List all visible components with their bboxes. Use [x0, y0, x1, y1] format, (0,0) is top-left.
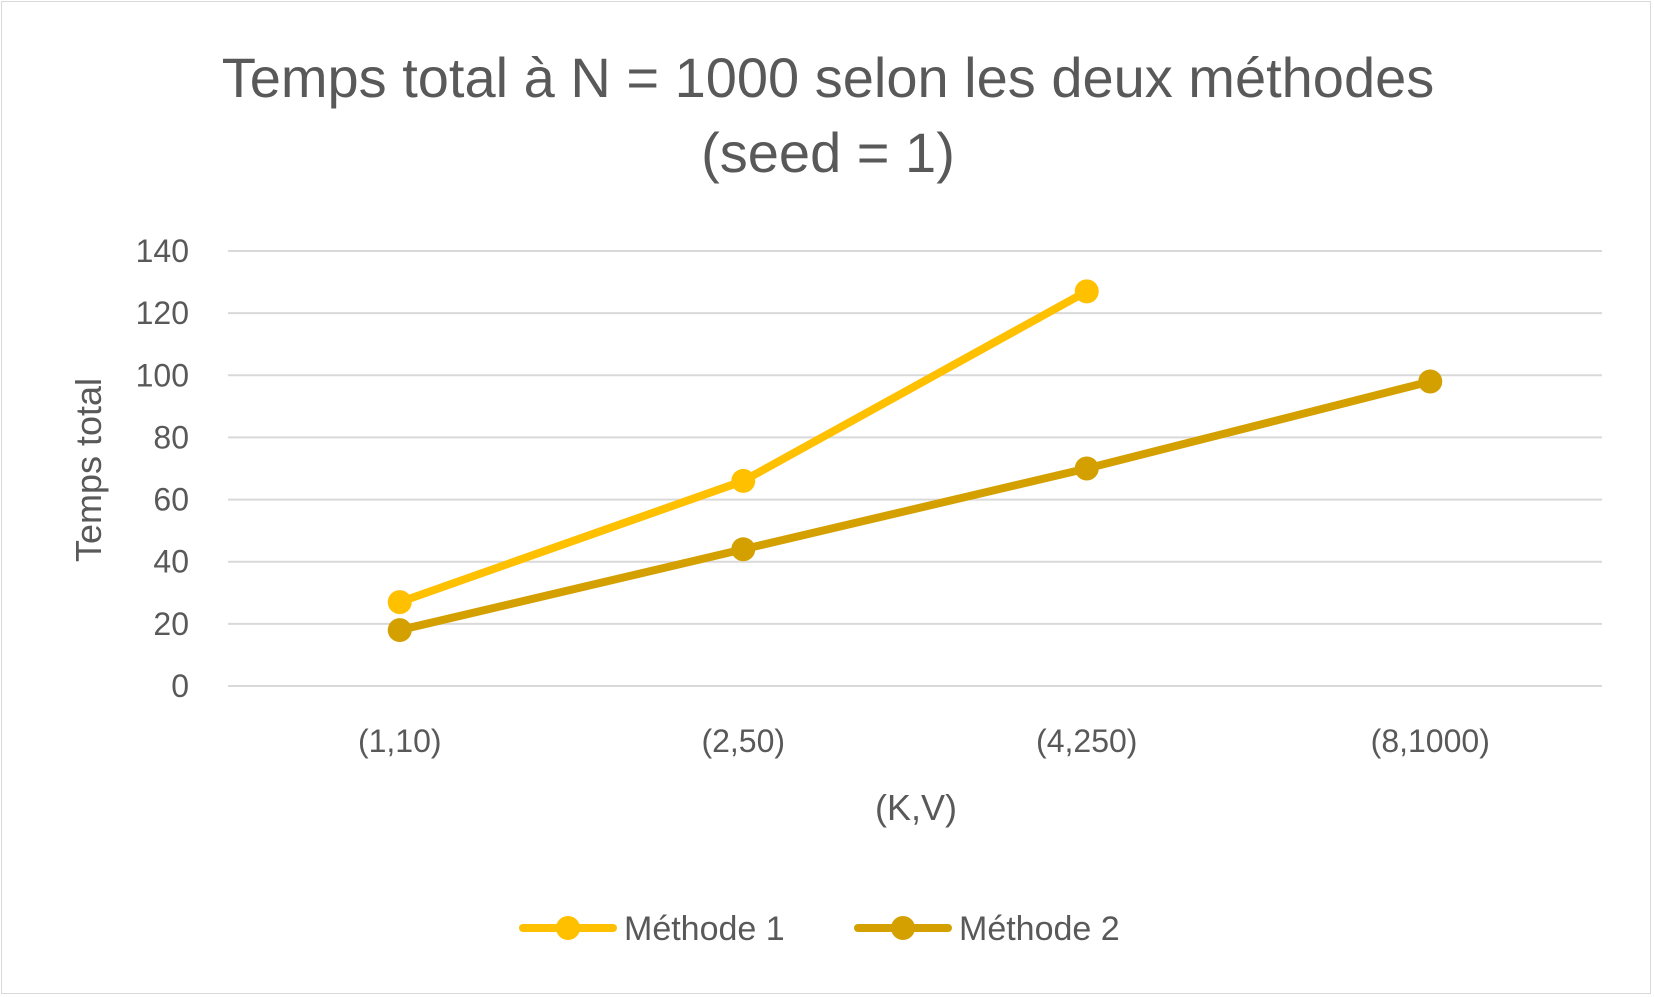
y-tick-label: 80	[153, 419, 189, 455]
x-tick-label: (2,50)	[701, 723, 785, 759]
gridlines	[228, 250, 1602, 687]
series-line-2	[395, 377, 1435, 635]
legend-marker-methode-2	[891, 916, 915, 940]
chart-title-line-1: Temps total à N = 1000 selon les deux mé…	[222, 46, 1435, 109]
chart-title-line-2: (seed = 1)	[701, 121, 955, 184]
data-point	[731, 537, 756, 562]
x-axis-ticks: (1,10) (2,50) (4,250) (8,1000)	[358, 723, 1490, 759]
series-2	[387, 369, 1443, 643]
data-point	[1074, 279, 1099, 304]
legend-label-methode-1: Méthode 1	[624, 910, 785, 948]
data-point	[387, 618, 412, 643]
y-tick-label: 120	[136, 295, 189, 331]
legend-item-methode-2: Méthode 2	[854, 910, 1120, 948]
legend: Méthode 1 Méthode 2	[519, 910, 1120, 948]
x-axis-title: (K,V)	[875, 787, 957, 828]
series-layer	[387, 279, 1443, 643]
y-axis-ticks: 0 20 40 60 80 100 120 140	[136, 233, 189, 704]
y-tick-label: 100	[136, 357, 189, 393]
x-tick-label: (4,250)	[1036, 723, 1137, 759]
data-point	[387, 590, 412, 615]
series-1	[387, 279, 1099, 615]
y-tick-label: 40	[153, 544, 189, 580]
x-tick-label: (1,10)	[358, 723, 442, 759]
data-point	[1074, 456, 1099, 481]
legend-marker-methode-1	[556, 916, 580, 940]
y-tick-label: 60	[153, 482, 189, 518]
x-tick-label: (8,1000)	[1371, 723, 1490, 759]
data-point	[1418, 369, 1443, 394]
legend-label-methode-2: Méthode 2	[959, 910, 1120, 948]
y-tick-label: 140	[136, 233, 189, 269]
data-point	[731, 468, 756, 493]
y-axis-title: Temps total	[68, 378, 109, 562]
y-tick-label: 0	[171, 668, 189, 704]
legend-item-methode-1: Méthode 1	[519, 910, 785, 948]
y-tick-label: 20	[153, 606, 189, 642]
